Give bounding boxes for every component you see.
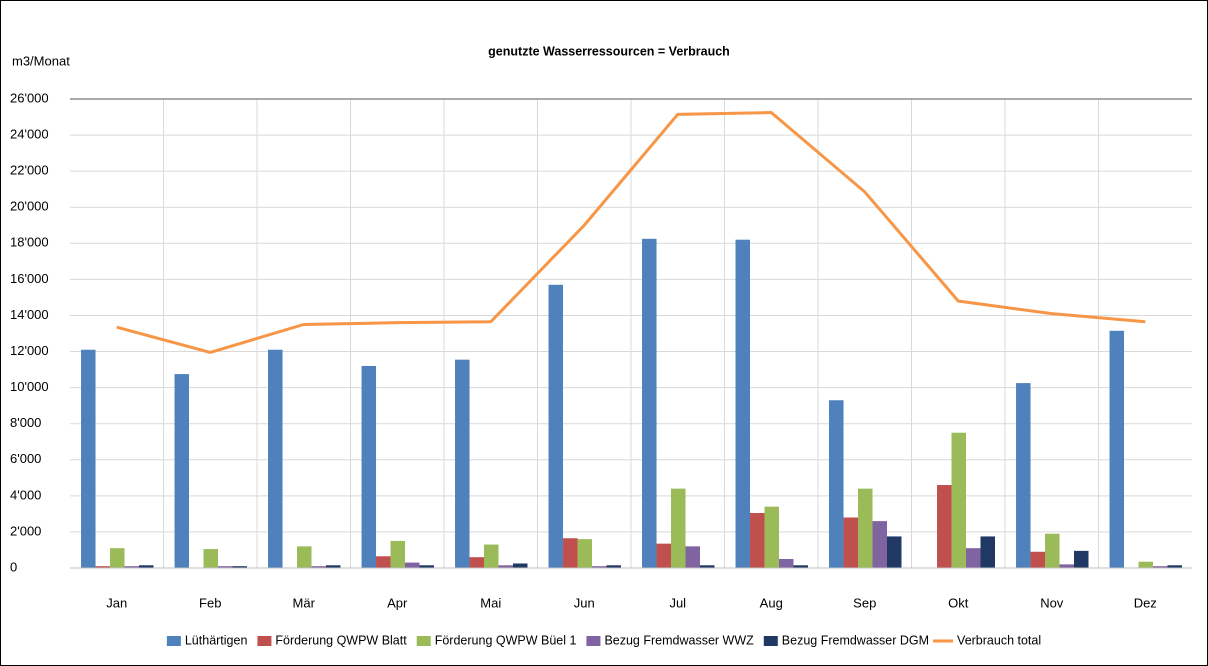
legend-swatch — [586, 636, 601, 646]
bar — [563, 538, 578, 568]
y-tick-label: 2'000 — [10, 523, 41, 538]
bar — [843, 517, 859, 568]
y-tick-label: 20'000 — [10, 199, 49, 214]
bar — [203, 549, 219, 568]
bar — [656, 543, 672, 568]
y-tick-label: 26'000 — [10, 90, 49, 105]
bar — [1074, 550, 1089, 568]
x-tick-label: Feb — [199, 595, 221, 610]
x-tick-label: Apr — [387, 595, 408, 610]
bar — [174, 374, 190, 568]
chart-title: genutzte Wasserressourcen = Verbrauch — [488, 44, 730, 58]
bar — [1138, 561, 1154, 568]
bar — [95, 566, 111, 568]
bar — [592, 566, 607, 568]
x-tick-label: Mai — [480, 595, 501, 610]
bar — [361, 365, 377, 568]
legend-label: Bezug Fremdwasser WWZ — [604, 633, 754, 647]
bar — [887, 536, 902, 568]
y-tick-label: 12'000 — [10, 343, 49, 358]
bar — [642, 238, 657, 568]
legend-swatch — [257, 636, 272, 646]
bar — [376, 556, 391, 568]
y-tick-label: 6'000 — [10, 451, 41, 466]
bar — [390, 540, 406, 568]
bar — [513, 563, 528, 568]
bar — [232, 566, 247, 568]
bar — [735, 239, 751, 568]
legend-swatch — [416, 636, 431, 646]
legend-label: Förderung QWPW Büel 1 — [435, 633, 577, 647]
bar — [1167, 565, 1182, 568]
x-tick-label: Sep — [853, 595, 876, 610]
bar — [1016, 383, 1031, 568]
y-tick-label: 16'000 — [10, 271, 49, 286]
bar — [469, 557, 485, 568]
x-tick-label: Nov — [1040, 595, 1064, 610]
bar — [1045, 533, 1060, 568]
bar — [1030, 551, 1046, 568]
bar — [419, 565, 434, 568]
legend-label: Bezug Fremdwasser DGM — [782, 633, 929, 647]
y-tick-label: 18'000 — [10, 235, 49, 250]
bar — [980, 536, 995, 568]
bar — [858, 488, 873, 568]
bar — [1059, 564, 1075, 568]
bar — [311, 566, 327, 568]
y-tick-label: 24'000 — [10, 127, 49, 142]
y-axis-label: m3/Monat — [12, 53, 70, 68]
y-tick-label: 4'000 — [10, 487, 41, 502]
bar — [548, 284, 564, 568]
legend-swatch — [763, 636, 778, 646]
bar — [124, 566, 140, 568]
bar — [577, 539, 593, 568]
x-tick-label: Mär — [293, 595, 316, 610]
bar — [872, 521, 888, 568]
legend-swatch — [166, 636, 181, 646]
bar — [326, 565, 341, 568]
y-tick-label: 0 — [10, 559, 17, 574]
bar — [498, 565, 514, 568]
bar — [81, 349, 96, 568]
x-tick-label: Dez — [1134, 595, 1157, 610]
bar — [1109, 330, 1125, 568]
bar — [685, 546, 701, 568]
y-tick-label: 14'000 — [10, 307, 49, 322]
bar — [779, 558, 794, 568]
x-tick-label: Jul — [669, 595, 686, 610]
bar — [1153, 566, 1168, 568]
legend-label: Verbrauch total — [957, 633, 1041, 647]
bar — [484, 544, 499, 568]
x-tick-label: Okt — [948, 595, 969, 610]
bar — [606, 565, 621, 568]
y-tick-label: 22'000 — [10, 163, 49, 178]
bar — [110, 548, 125, 568]
y-tick-label: 10'000 — [10, 379, 49, 394]
bar — [966, 548, 981, 568]
bar — [937, 485, 952, 568]
bar — [455, 359, 470, 568]
bar — [764, 506, 780, 568]
bar — [405, 562, 420, 568]
bar — [700, 565, 715, 568]
bar — [750, 512, 765, 568]
bar — [139, 565, 154, 568]
bar — [951, 432, 967, 568]
bar — [218, 566, 233, 568]
x-tick-label: Aug — [760, 595, 783, 610]
line — [116, 111, 1146, 354]
legend-label: Lüthärtigen — [185, 633, 248, 647]
bar — [793, 565, 808, 568]
bar — [297, 546, 312, 568]
x-tick-label: Jun — [574, 595, 595, 610]
y-tick-label: 8'000 — [10, 415, 41, 430]
legend-label: Förderung QWPW Blatt — [275, 633, 407, 647]
bar — [671, 488, 686, 568]
bar — [268, 349, 283, 568]
x-tick-label: Jan — [106, 595, 127, 610]
bar — [829, 400, 844, 568]
